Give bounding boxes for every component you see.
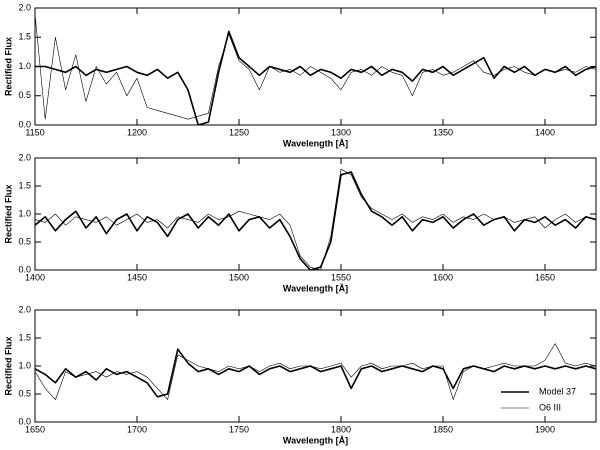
x-tick-label: 1500 bbox=[229, 272, 249, 282]
y-tick-label: 2.0 bbox=[18, 304, 31, 314]
x-tick-label: 1300 bbox=[331, 127, 351, 137]
x-tick-label: 1600 bbox=[433, 272, 453, 282]
y-tick-label: 0.0 bbox=[18, 264, 31, 274]
plot-frame bbox=[34, 157, 597, 271]
x-tick-label: 1800 bbox=[331, 424, 351, 434]
y-tick-label: 0.5 bbox=[18, 236, 31, 246]
y-tick-label: 0.5 bbox=[18, 388, 31, 398]
x-tick-label: 1150 bbox=[25, 127, 44, 137]
spectrum-line bbox=[35, 30, 596, 125]
x-tick-label: 1900 bbox=[535, 424, 555, 434]
y-tick-label: 0.0 bbox=[18, 119, 31, 129]
spectrum-line bbox=[35, 13, 596, 120]
x-tick-label: 1200 bbox=[127, 127, 147, 137]
x-tick-label: 1750 bbox=[229, 424, 249, 434]
spectrum-line bbox=[35, 343, 596, 400]
plot-frame bbox=[34, 7, 597, 126]
x-axis-label: Wavelength [Å] bbox=[283, 283, 348, 293]
y-tick-label: 1.5 bbox=[18, 180, 31, 190]
x-tick-label: 1550 bbox=[331, 272, 351, 282]
x-tick-label: 1450 bbox=[127, 272, 147, 282]
spectrum-line bbox=[35, 348, 596, 398]
x-tick-label: 1650 bbox=[25, 424, 45, 434]
plot-frame bbox=[34, 309, 597, 423]
x-tick-label: 1850 bbox=[433, 424, 453, 434]
x-axis-label: Wavelength [Å] bbox=[283, 138, 348, 148]
x-tick-label: 1650 bbox=[535, 272, 555, 282]
x-axis-label: Wavelength [Å] bbox=[283, 435, 348, 445]
y-axis-label: Rectified Flux bbox=[3, 184, 13, 243]
y-axis-label: Rectified Flux bbox=[3, 336, 13, 395]
x-tick-label: 1700 bbox=[127, 424, 147, 434]
x-tick-label: 1400 bbox=[535, 127, 555, 137]
x-tick-label: 1350 bbox=[433, 127, 453, 137]
y-tick-label: 1.0 bbox=[18, 61, 31, 71]
y-tick-label: 2.0 bbox=[18, 2, 31, 12]
y-tick-label: 1.5 bbox=[18, 332, 31, 342]
legend-label: O6 III bbox=[539, 402, 561, 412]
y-tick-label: 2.0 bbox=[18, 152, 31, 162]
legend-label: Model 37 bbox=[539, 386, 576, 396]
y-tick-label: 1.5 bbox=[18, 32, 31, 42]
y-tick-label: 0.5 bbox=[18, 90, 31, 100]
y-axis-label: Rectified Flux bbox=[3, 37, 13, 96]
x-tick-label: 1250 bbox=[229, 127, 249, 137]
y-tick-label: 1.0 bbox=[18, 208, 31, 218]
spectrum-line bbox=[35, 168, 596, 270]
y-tick-label: 0.0 bbox=[18, 416, 31, 426]
x-tick-label: 1400 bbox=[25, 272, 45, 282]
y-tick-label: 1.0 bbox=[18, 360, 31, 370]
